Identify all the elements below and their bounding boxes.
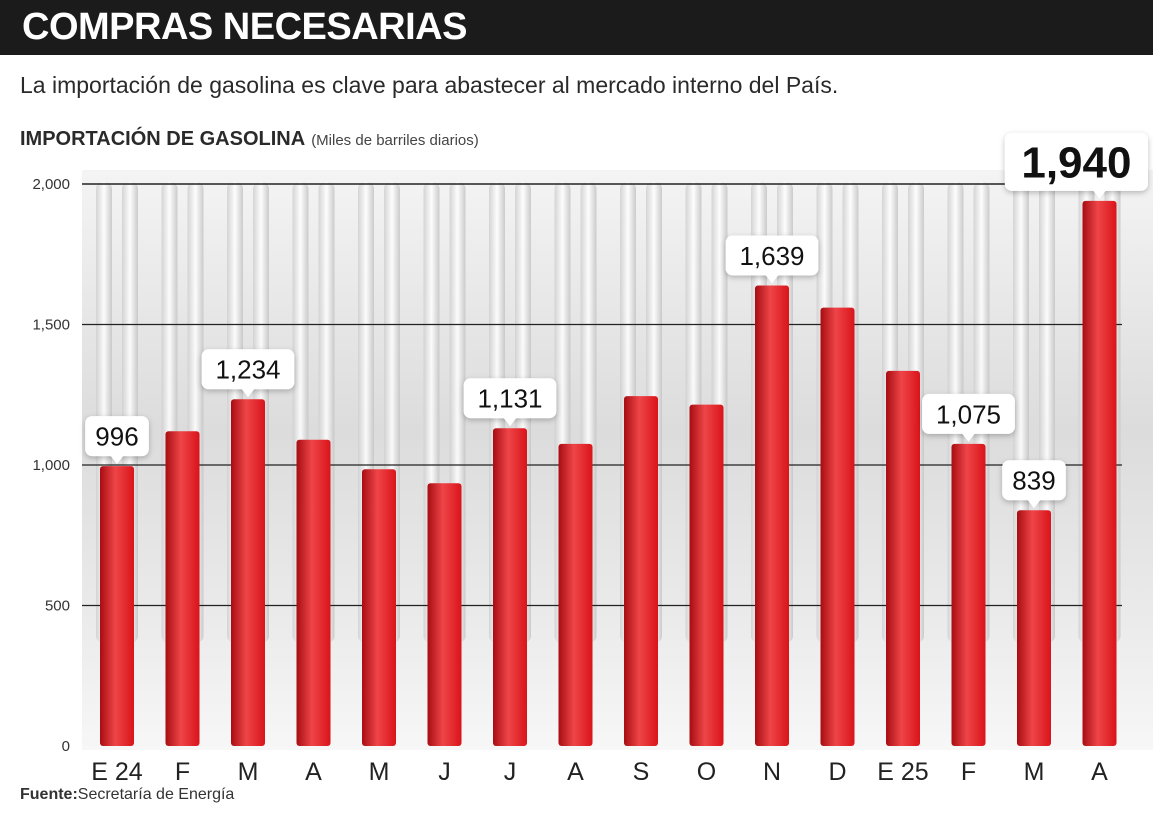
data-label-pointer <box>765 274 779 284</box>
bar <box>558 443 593 746</box>
data-label-pointer <box>961 432 976 442</box>
data-label-text: 1,075 <box>936 399 1001 429</box>
page-subtitle: La importación de gasolina es clave para… <box>20 72 839 98</box>
data-label-text: 1,234 <box>215 355 280 385</box>
y-tick-label: 2,000 <box>32 176 70 193</box>
x-tick-label: F <box>961 758 976 786</box>
bar <box>362 469 396 746</box>
x-tick-label: E 24 <box>91 758 143 786</box>
data-label: 1,075 <box>922 393 1015 442</box>
data-label: 996 <box>85 416 149 465</box>
data-label-text: 996 <box>95 421 138 451</box>
data-label-text: 1,131 <box>477 384 542 414</box>
data-label-box <box>463 378 557 419</box>
source-note: Fuente:Secretaría de Energía <box>20 786 234 804</box>
page-title: COMPRAS NECESARIAS <box>22 6 467 48</box>
title-bar: COMPRAS NECESARIAS <box>0 0 1153 55</box>
data-label-box <box>922 393 1015 434</box>
bar <box>493 428 527 746</box>
data-label: 1,940 <box>1004 132 1148 199</box>
data-label-pointer <box>241 388 255 398</box>
y-axis: 0 500 1,000 1,500 2,000 <box>32 176 70 755</box>
x-tick-label: M <box>369 758 390 786</box>
y-tick-label: 1,500 <box>32 317 70 334</box>
chart-heading: IMPORTACIÓN DE GASOLINA (Miles de barrile… <box>20 128 479 151</box>
x-axis: E 24 F M A M J J A S O N D E 25 F M A <box>91 758 1108 786</box>
y-tick-label: 500 <box>45 598 70 615</box>
bars <box>100 200 1117 747</box>
x-tick-label: J <box>438 758 451 786</box>
bar <box>165 431 200 746</box>
data-label-pointer <box>503 417 517 427</box>
y-tick-label: 1,000 <box>32 457 70 474</box>
data-labels: 996 1,234 1,131 1,639 1,075 839 1,940 <box>85 132 1148 509</box>
x-tick-label: M <box>1024 758 1045 786</box>
chart-unit: (Miles de barriles diarios) <box>311 132 479 149</box>
data-label: 1,234 <box>201 349 295 398</box>
data-label-text: 839 <box>1012 466 1055 496</box>
x-tick-label: F <box>175 758 190 786</box>
bar <box>1082 200 1117 747</box>
bar <box>296 439 331 746</box>
bar <box>886 370 920 746</box>
x-tick-label: A <box>305 758 322 786</box>
data-label-pointer <box>1092 189 1107 199</box>
y-tick-label: 0 <box>62 738 70 755</box>
data-label-text: 1,940 <box>1021 139 1131 188</box>
data-label-box <box>85 416 149 457</box>
x-tick-label: A <box>567 758 584 786</box>
data-label: 839 <box>1002 460 1066 509</box>
bar <box>689 404 724 746</box>
bar <box>427 483 462 746</box>
data-label: 1,639 <box>725 235 819 284</box>
x-tick-label: D <box>828 758 846 786</box>
data-label-box <box>1004 132 1148 191</box>
x-tick-label: S <box>633 758 650 786</box>
source-label: Fuente: <box>20 786 78 803</box>
bar <box>1017 510 1051 746</box>
source-text: Secretaría de Energía <box>77 786 235 803</box>
data-label-pointer <box>110 455 124 465</box>
bar <box>231 399 265 746</box>
bar <box>100 466 134 746</box>
x-tick-label: E 25 <box>877 758 928 786</box>
data-label-text: 1,639 <box>739 241 804 271</box>
bar <box>820 307 855 746</box>
x-tick-label: A <box>1091 758 1108 786</box>
x-tick-label: O <box>697 758 716 786</box>
chart-title: IMPORTACIÓN DE GASOLINA <box>20 128 306 150</box>
bar <box>951 443 986 746</box>
data-label: 1,131 <box>463 378 557 427</box>
data-label-box <box>201 349 295 390</box>
data-label-pointer <box>1027 499 1041 509</box>
x-tick-label: J <box>504 758 517 786</box>
bar <box>624 396 658 746</box>
bar <box>755 285 789 746</box>
x-tick-label: N <box>763 758 781 786</box>
data-label-box <box>725 235 819 276</box>
data-label-box <box>1002 460 1066 501</box>
x-tick-label: M <box>238 758 259 786</box>
